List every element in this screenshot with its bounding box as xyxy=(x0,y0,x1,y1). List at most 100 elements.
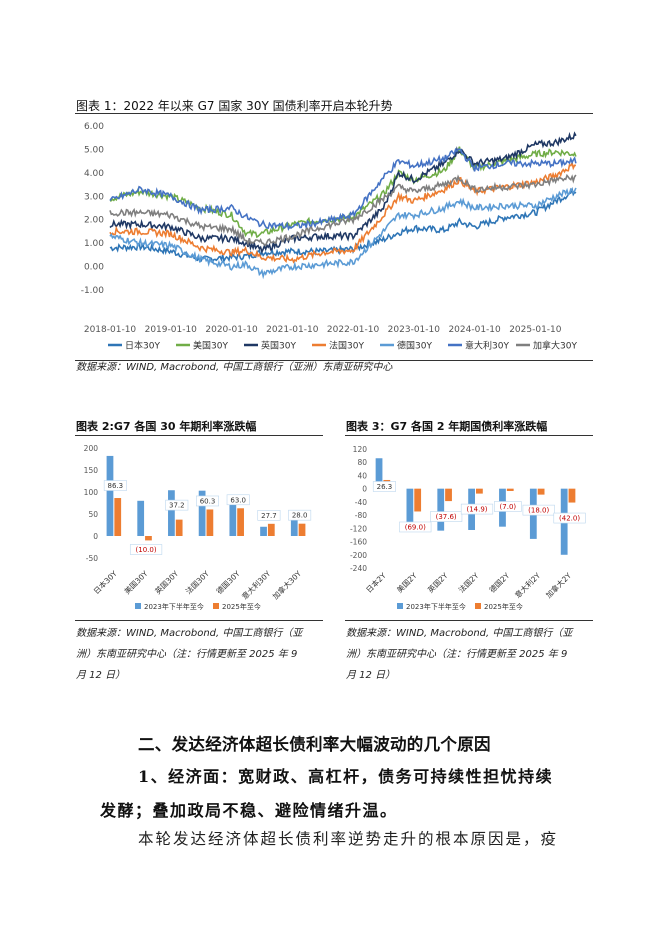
chart3-bottom-rule xyxy=(345,620,593,621)
y-tick-label: -200 xyxy=(350,551,367,560)
x-tick-label: 2020-01-10 xyxy=(205,325,258,335)
bar-chart-2y-change: -240 -200 -160 -120 -80 -40 0 40 80 120 26.3 日本2Y (6… xyxy=(350,445,586,611)
data-label-box xyxy=(372,481,396,492)
series-line xyxy=(109,186,577,264)
y-tick-label: 6.00 xyxy=(84,122,104,132)
bar xyxy=(229,500,237,536)
category-label: 加拿大2Y xyxy=(543,570,573,600)
category-label: 德国2Y xyxy=(487,570,512,595)
data-label-box xyxy=(494,501,522,512)
legend-label: 2023年下半年至今 xyxy=(144,602,204,611)
series-line xyxy=(109,147,577,231)
y-tick-label: 120 xyxy=(353,445,368,454)
bar xyxy=(114,498,122,536)
data-label-box xyxy=(460,503,494,515)
data-label: (10.0) xyxy=(136,546,157,554)
data-label: (18.0) xyxy=(528,507,549,515)
data-label-box xyxy=(129,544,163,555)
chart1-title: 图表 1：2022 年以来 G7 国家 30Y 国债利率开启本轮升势 xyxy=(76,99,393,113)
subheading-line: 发酵；叠加政局不稳、避险情绪升温。 xyxy=(100,801,398,820)
y-tick-label: 150 xyxy=(84,466,99,475)
subheading-line: 1、经济面：宽财政、高杠杆，债务可持续性担忧持续 xyxy=(138,767,554,786)
legend-label: 英国30Y xyxy=(261,340,296,352)
bar-chart-30y-change: -50 0 50 100 150 200 86.3 日本30Y (10.0) 美国30Y 37.2 英… xyxy=(84,444,312,611)
data-label: 60.3 xyxy=(200,497,216,505)
chart2-source: 数据来源：WIND, Macrobond, 中国工商银行（亚 洲）东南亚研究中心… xyxy=(76,623,302,686)
x-tick-label: 2023-01-10 xyxy=(388,325,441,335)
bar xyxy=(260,526,267,536)
bar xyxy=(168,490,175,536)
y-tick-label: 0 xyxy=(93,532,98,541)
data-label-box xyxy=(430,511,463,522)
y-tick-label: 0.00 xyxy=(84,263,104,273)
y-tick-label: 3.00 xyxy=(84,192,104,202)
y-tick-label: 50 xyxy=(88,510,98,519)
y-tick-label: 80 xyxy=(357,458,367,467)
data-label: 26.3 xyxy=(377,483,393,491)
category-label: 意大利2Y xyxy=(513,570,543,600)
y-tick-label: -50 xyxy=(86,554,98,563)
data-label-box xyxy=(226,494,250,506)
legend-swatch xyxy=(475,603,481,609)
category-label: 日本2Y xyxy=(364,570,389,595)
chart2-title: 图表 2:G7 各国 30 年期利率涨跌幅 xyxy=(76,420,257,433)
legend-swatch xyxy=(135,603,141,609)
y-tick-label: 40 xyxy=(357,471,367,480)
y-tick-label: 100 xyxy=(84,488,99,497)
data-label: (42.0) xyxy=(559,515,580,523)
y-tick-label: -120 xyxy=(350,524,367,533)
bar xyxy=(267,523,275,536)
chart1-bottom-rule xyxy=(75,360,593,361)
y-tick-label: 2.00 xyxy=(84,216,104,226)
data-label-box xyxy=(399,521,432,533)
y-tick-label: 5.00 xyxy=(84,145,104,155)
data-label: 28.0 xyxy=(292,512,308,520)
chart3-source: 数据来源：WIND, Macrobond, 中国工商银行（亚 洲）东南亚研究中心… xyxy=(346,623,572,686)
y-tick-label: 4.00 xyxy=(84,169,104,179)
data-label-box xyxy=(103,480,127,491)
chart2-source-line: 数据来源：WIND, Macrobond, 中国工商银行（亚 xyxy=(76,628,303,639)
chart3-top-rule xyxy=(345,435,593,436)
y-tick-label: 1.00 xyxy=(84,239,104,249)
chart1-top-rule xyxy=(75,113,593,114)
data-label: (37.6) xyxy=(436,513,457,521)
bar xyxy=(290,516,298,536)
subheading: 1、经济面：宽财政、高杠杆，债务可持续性担忧持续 发酵；叠加政局不稳、避险情绪升… xyxy=(100,760,580,828)
legend-label: 意大利30Y xyxy=(465,340,509,352)
y-tick-label: -240 xyxy=(350,564,367,573)
bar xyxy=(506,488,514,491)
chart2-top-rule xyxy=(75,435,323,436)
x-tick-label: 2018-01-10 xyxy=(84,325,137,335)
series-line xyxy=(109,173,577,247)
legend-label: 2025年至今 xyxy=(222,602,261,611)
data-label: (14.9) xyxy=(466,506,487,514)
bar xyxy=(145,536,152,541)
x-tick-label: 2025-01-10 xyxy=(509,325,562,335)
series-line xyxy=(109,146,577,239)
section-heading: 二、发达经济体超长债利率大幅波动的几个原因 xyxy=(138,735,491,754)
legend-swatch xyxy=(213,603,219,609)
bar xyxy=(137,500,145,536)
x-tick-label: 2022-01-10 xyxy=(327,325,380,335)
legend-label: 日本30Y xyxy=(125,340,160,352)
data-label-box xyxy=(522,504,555,516)
category-label: 法国30Y xyxy=(183,568,211,596)
legend-swatch xyxy=(397,603,403,609)
chart3-source-line: 数据来源：WIND, Macrobond, 中国工商银行（亚 xyxy=(346,628,573,639)
y-tick-label: -40 xyxy=(355,498,367,507)
data-label: 27.7 xyxy=(261,512,277,520)
data-label-box xyxy=(553,512,586,524)
data-label: 37.2 xyxy=(169,502,185,510)
category-label: 英国2Y xyxy=(425,570,450,595)
bar xyxy=(237,508,244,536)
data-label-box xyxy=(196,495,220,507)
chart3-title: 图表 3：G7 各国 2 年期国债利率涨跌幅 xyxy=(346,420,548,433)
bar xyxy=(406,488,414,532)
data-label: 63.0 xyxy=(230,496,246,504)
category-label: 法国2Y xyxy=(456,570,481,595)
bar xyxy=(437,488,445,531)
chart2-bottom-rule xyxy=(75,620,323,621)
x-tick-label: 2024-01-10 xyxy=(448,325,501,335)
line-chart-30y: -1.00 0.00 1.00 2.00 3.00 4.00 5.00 6.00 2018-01… xyxy=(81,122,578,352)
y-tick-label: -160 xyxy=(350,538,367,547)
